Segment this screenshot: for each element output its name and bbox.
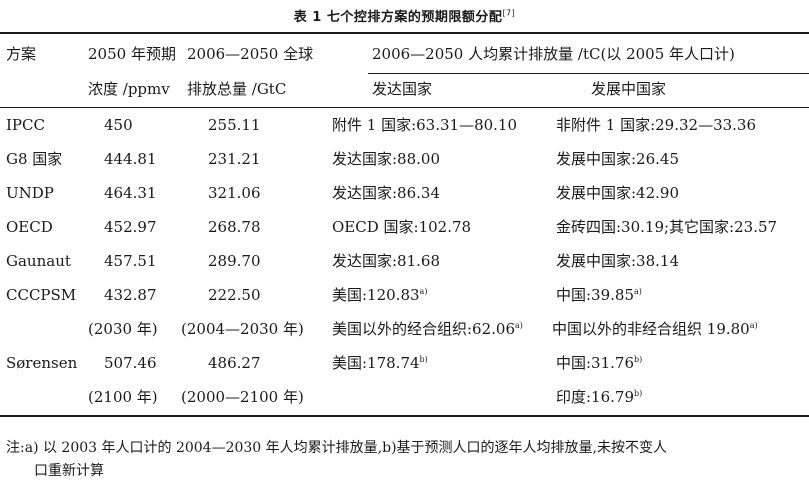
header-concentration-line2: 浓度 /ppmv: [88, 80, 170, 98]
row-developing: 金砖四国:30.19;其它国家:23.57: [556, 218, 778, 236]
row-total: 222.50: [208, 286, 261, 304]
row-total: 289.70: [208, 252, 261, 270]
header-developed: 发达国家: [372, 80, 433, 98]
table-title: 表 1 七个控排方案的预期限额分配[7]: [293, 8, 516, 25]
row-scheme: Sørensen: [6, 354, 78, 372]
header-sub-rule: [368, 73, 809, 74]
table-bottom-rule: [0, 415, 809, 417]
row-total: 255.11: [208, 116, 261, 134]
title-reference: [7]: [502, 8, 516, 18]
row-developed: 美国:120.83a): [332, 286, 428, 304]
row-scheme: UNDP: [6, 184, 54, 202]
row-concentration: 450: [104, 116, 133, 134]
table-footnote-line1: 注:a) 以 2003 年人口计的 2004—2030 年人均累计排放量,b)基…: [6, 440, 667, 456]
row-total: 231.21: [208, 150, 261, 168]
row-developing: 发展中国家:38.14: [556, 252, 679, 270]
row-concentration: 452.97: [104, 218, 157, 236]
row-scheme: CCCPSM: [6, 286, 77, 304]
row-developing: 发展中国家:42.90: [556, 184, 679, 202]
row-scheme: OECD: [6, 218, 53, 236]
row-scheme: G8 国家: [6, 150, 63, 168]
row-developing: 中国:39.85a): [556, 286, 642, 304]
row-scheme: IPCC: [6, 116, 45, 134]
row-total: (2000—2100 年): [181, 388, 304, 406]
row-developed: 发达国家:81.68: [332, 252, 440, 270]
header-scheme: 方案: [6, 45, 37, 63]
row-concentration: 444.81: [104, 150, 157, 168]
row-developed: 附件 1 国家:63.31—80.10: [332, 116, 518, 134]
table-footnote-line2: 口重新计算: [34, 463, 104, 479]
row-concentration: 432.87: [104, 286, 157, 304]
row-developed: 美国以外的经合组织:62.06a): [332, 320, 523, 338]
row-developing: 中国:31.76b): [556, 354, 643, 372]
row-concentration: 507.46: [104, 354, 157, 372]
table-top-rule: [0, 32, 809, 34]
row-concentration: (2100 年): [88, 388, 158, 406]
row-developing: 印度:16.79b): [556, 388, 643, 406]
row-developed: 美国:178.74b): [332, 354, 428, 372]
row-developing: 中国以外的非经合组织 19.80a): [552, 320, 758, 338]
row-developing: 发展中国家:26.45: [556, 150, 679, 168]
row-concentration: (2030 年): [88, 320, 158, 338]
row-concentration: 464.31: [104, 184, 157, 202]
row-developed: 发达国家:86.34: [332, 184, 440, 202]
header-per-capita: 2006—2050 人均累计排放量 /tC(以 2005 年人口计): [372, 45, 735, 63]
row-total: (2004—2030 年): [181, 320, 304, 338]
row-total: 321.06: [208, 184, 261, 202]
header-concentration-line1: 2050 年预期: [88, 45, 176, 63]
header-bottom-rule: [0, 107, 809, 108]
row-total: 486.27: [208, 354, 261, 372]
header-total-line1: 2006—2050 全球: [187, 45, 314, 63]
row-total: 268.78: [208, 218, 261, 236]
row-concentration: 457.51: [104, 252, 157, 270]
row-developed: 发达国家:88.00: [332, 150, 440, 168]
row-developed: OECD 国家:102.78: [332, 218, 472, 236]
header-developing: 发展中国家: [591, 80, 667, 98]
header-total-line2: 排放总量 /GtC: [187, 80, 287, 98]
row-developing: 非附件 1 国家:29.32—33.36: [556, 116, 757, 134]
row-scheme: Gaunaut: [6, 252, 71, 270]
